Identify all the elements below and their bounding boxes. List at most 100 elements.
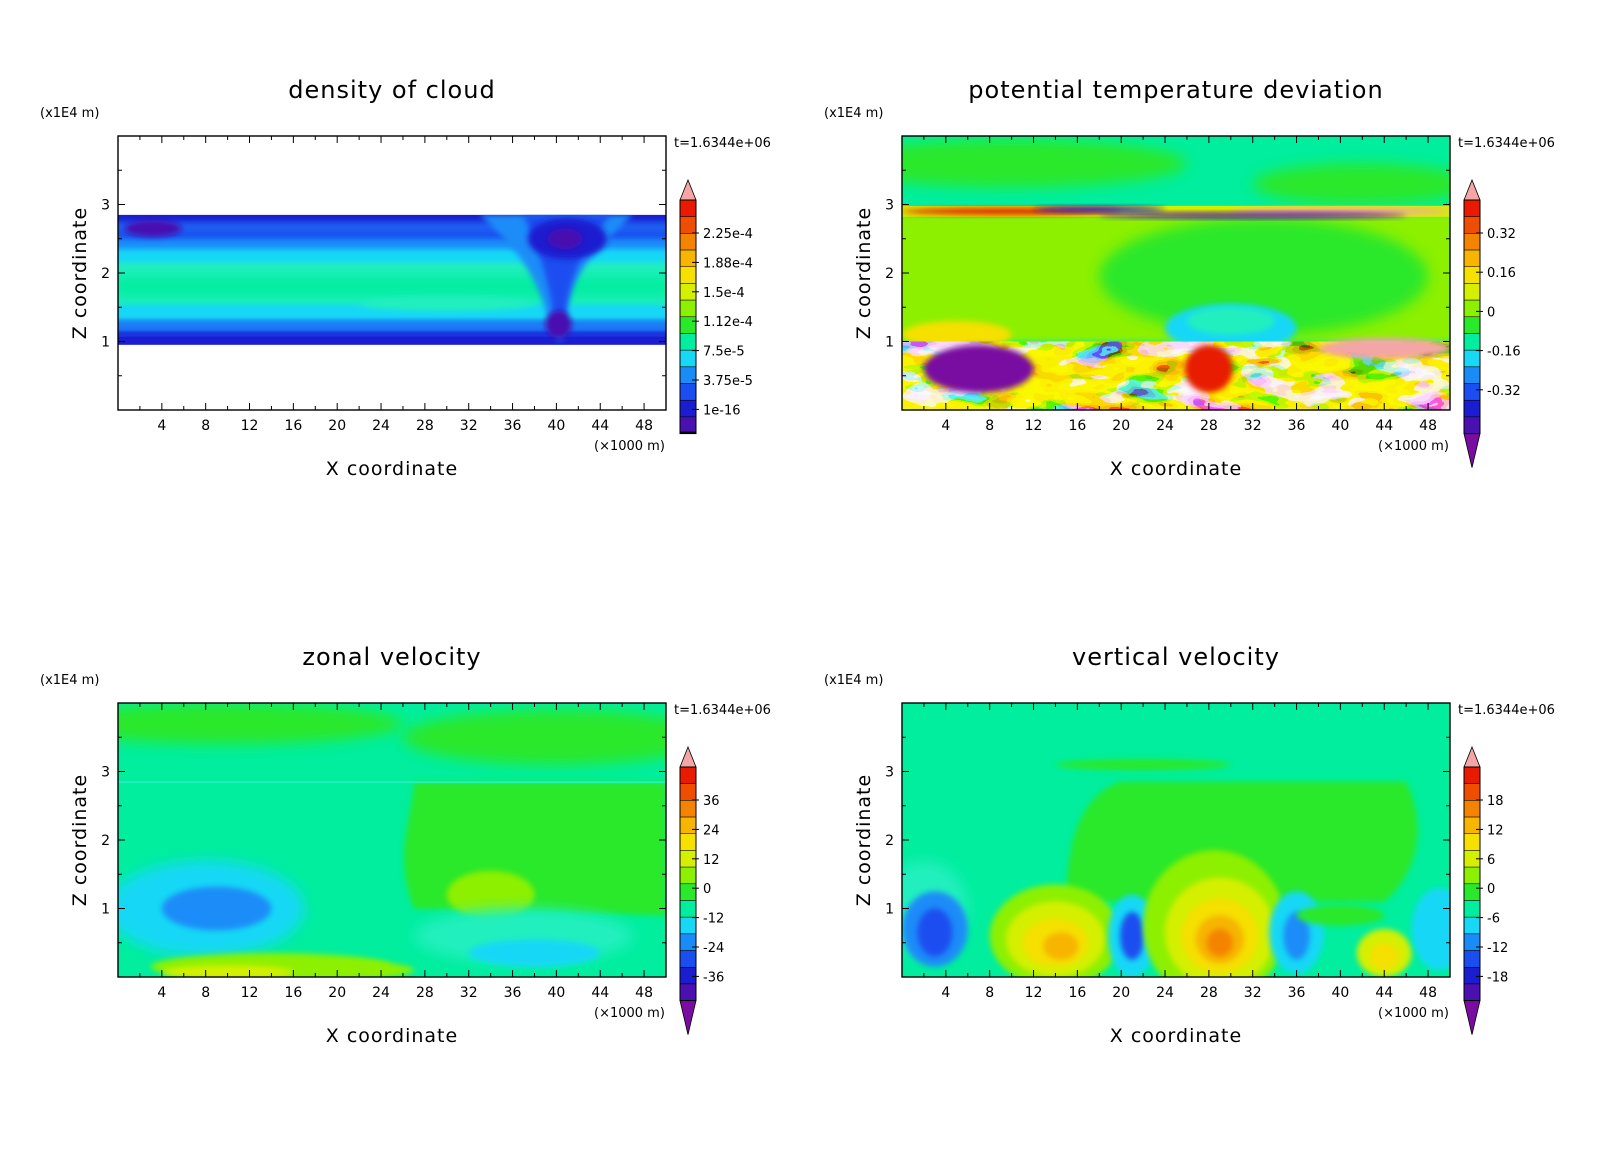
colorbar-label: 7.5e-5	[703, 345, 745, 360]
colorbar-segment	[1463, 349, 1481, 368]
colorbar-segment	[679, 983, 697, 1001]
colorbar-segment	[679, 950, 697, 968]
colorbar-segment	[679, 933, 697, 951]
warm-plume	[1184, 344, 1233, 393]
time-label: t=1.6344e+06	[674, 136, 771, 151]
colorbar-segment	[679, 800, 697, 818]
contour-field	[118, 136, 666, 410]
colorbar-segment	[1463, 283, 1481, 301]
cloud-band	[118, 333, 666, 339]
x-tick-label: 36	[1288, 985, 1306, 1001]
colorbar-segment	[1463, 316, 1481, 334]
colorbar-label: 1.5e-4	[703, 286, 745, 301]
colorbar-arrow-top	[1463, 178, 1481, 201]
x-tick-label: 16	[284, 985, 302, 1001]
colorbar-segment	[1463, 383, 1481, 401]
x-tick-label: 4	[941, 985, 950, 1001]
x-axis-label: X coordinate	[326, 1025, 458, 1047]
y-tick-label: 3	[101, 765, 110, 781]
downdraft	[1411, 887, 1450, 971]
y-unit-label: (x1E4 m)	[40, 673, 99, 688]
y-tick-label: 3	[101, 198, 110, 214]
colorbar-label: -12	[1487, 941, 1508, 956]
upper-region	[118, 703, 403, 745]
colorbar-segment	[1463, 366, 1481, 384]
x-tick-label: 8	[985, 418, 994, 434]
updraft	[1369, 942, 1399, 971]
x-tick-label: 44	[1375, 418, 1393, 434]
time-label: t=1.6344e+06	[1458, 703, 1555, 718]
colorbar-segment	[1463, 333, 1481, 351]
cold-eddy	[923, 344, 1034, 393]
x-tick-label: 8	[201, 985, 210, 1001]
x-tick-label: 8	[201, 418, 210, 434]
colorbar-segment	[679, 216, 697, 234]
x-tick-label: 28	[416, 418, 434, 434]
cool-bump	[1186, 307, 1275, 335]
time-label: t=1.6344e+06	[1458, 136, 1555, 151]
colorbar-segment	[679, 416, 697, 434]
colorbar-label: 0	[1487, 882, 1495, 897]
dense-blob	[124, 220, 182, 237]
colorbar-label: 0	[703, 882, 711, 897]
colorbar-label: 1.12e-4	[703, 315, 753, 330]
colorbar-label: 1e-16	[703, 403, 741, 418]
colorbar-arrow-bottom	[1463, 1000, 1481, 1035]
contour-field	[902, 703, 1450, 977]
colorbar-segment	[679, 883, 697, 901]
colorbar-segment	[1463, 783, 1481, 801]
colorbar-segment	[1463, 766, 1481, 784]
x-tick-label: 44	[591, 985, 609, 1001]
thin-layer	[1099, 212, 1407, 219]
colorbar-arrow-top	[679, 745, 697, 768]
negative-jet	[161, 886, 272, 931]
positive-surface	[161, 965, 294, 977]
colorbar-segment	[1463, 816, 1481, 834]
colorbar-segment	[1463, 299, 1481, 318]
colorbar-segment	[679, 349, 697, 368]
shear-line	[118, 781, 666, 784]
colorbar-segment	[1463, 916, 1481, 935]
field	[118, 703, 666, 977]
panel-density-of-cloud: density of cloud (x1E4 m) t=1.6344e+06 4…	[40, 76, 771, 480]
colorbar-segment	[679, 900, 697, 918]
colorbar-label: -36	[703, 970, 724, 985]
x-tick-label: 20	[1112, 418, 1130, 434]
colorbar-segment	[1463, 833, 1481, 851]
positive-region	[404, 781, 666, 916]
colorbar-label: -0.16	[1487, 345, 1521, 360]
colorbar-segment	[1463, 216, 1481, 234]
colorbar-label: 0.16	[1487, 266, 1516, 281]
time-label: t=1.6344e+06	[674, 703, 771, 718]
colorbar-label: -12	[703, 912, 724, 927]
x-tick-label: 4	[157, 418, 166, 434]
colorbar-segment	[1463, 866, 1481, 885]
x-tick-label: 48	[1419, 418, 1437, 434]
x-tick-label: 44	[1375, 985, 1393, 1001]
x-tick-label: 24	[1156, 418, 1174, 434]
y-axis-label: Z coordinate	[853, 774, 875, 906]
updraft	[1043, 932, 1079, 960]
colorbar-segment	[679, 233, 697, 251]
y-unit-label: (x1E4 m)	[824, 106, 883, 121]
colorbar-label: 12	[703, 853, 720, 868]
colorbar: 36 24 12 0 -12 -24 -36	[679, 745, 724, 1035]
colorbar-segment	[1463, 199, 1481, 217]
downdraft	[917, 908, 953, 957]
x-tick-label: 40	[547, 418, 565, 434]
positive-blob	[446, 870, 535, 919]
colorbar-label: 36	[703, 794, 720, 809]
colorbar-segment	[679, 299, 697, 318]
colorbar-segment	[679, 266, 697, 284]
x-unit-label: (×1000 m)	[594, 1006, 665, 1021]
x-tick-label: 16	[284, 418, 302, 434]
x-tick-label: 20	[328, 418, 346, 434]
x-tick-label: 36	[504, 418, 522, 434]
colorbar-segment	[679, 833, 697, 851]
y-tick-label: 1	[101, 335, 110, 351]
y-unit-label: (x1E4 m)	[824, 673, 883, 688]
